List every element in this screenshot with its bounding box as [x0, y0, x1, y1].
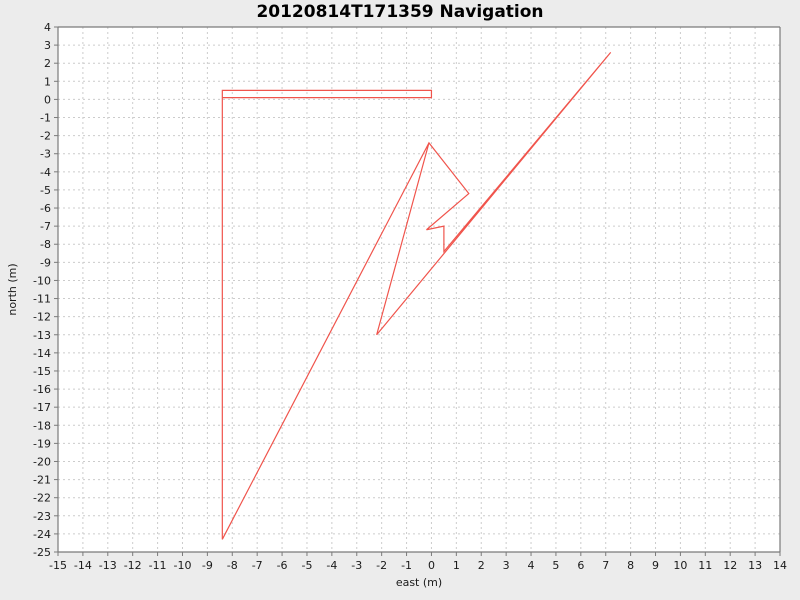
y-tick-label: -9 [40, 256, 51, 269]
y-tick-label: -1 [40, 112, 51, 125]
x-tick-label: -4 [326, 559, 337, 572]
y-tick-label: -2 [40, 130, 51, 143]
y-tick-label: 3 [44, 39, 51, 52]
x-tick-label: 11 [698, 559, 712, 572]
y-tick-label: -20 [33, 455, 51, 468]
x-tick-label: -10 [173, 559, 191, 572]
y-tick-label: 4 [44, 21, 51, 34]
x-tick-label: 4 [528, 559, 535, 572]
x-tick-label: 12 [723, 559, 737, 572]
x-tick-label: -2 [376, 559, 387, 572]
x-axis-title: east (m) [396, 576, 442, 589]
x-tick-label: 0 [428, 559, 435, 572]
y-tick-label: -4 [40, 166, 51, 179]
y-tick-label: -8 [40, 238, 51, 251]
y-tick-label: -18 [33, 419, 51, 432]
y-tick-label: -16 [33, 383, 51, 396]
x-tick-label: 2 [478, 559, 485, 572]
y-tick-label: -25 [33, 546, 51, 559]
y-tick-label: -10 [33, 274, 51, 287]
y-tick-label: -24 [33, 528, 51, 541]
x-tick-label: -13 [99, 559, 117, 572]
tick-marks [54, 26, 781, 556]
grid-lines [58, 27, 780, 552]
trajectory-line [221, 51, 612, 540]
y-tick-label: -7 [40, 220, 51, 233]
x-tick-label: 13 [748, 559, 762, 572]
x-tick-label: -14 [74, 559, 92, 572]
data-series-layer [221, 51, 612, 540]
plot-background [58, 27, 780, 552]
tick-labels: -15 -14 -13 -12 -11 -10 -9 -8 -7 -6 -5 -4 -3 -2 -1 0 1 2 3… [33, 21, 787, 572]
y-tick-label: -15 [33, 365, 51, 378]
y-tick-label: 1 [44, 75, 51, 88]
x-tick-label: -3 [351, 559, 362, 572]
y-tick-label: -6 [40, 202, 51, 215]
x-tick-label: 7 [602, 559, 609, 572]
x-tick-label: -7 [252, 559, 263, 572]
x-tick-label: 9 [652, 559, 659, 572]
y-tick-label: -3 [40, 148, 51, 161]
x-tick-label: -5 [301, 559, 312, 572]
y-tick-label: -5 [40, 184, 51, 197]
y-tick-label: -19 [33, 437, 51, 450]
x-tick-label: 14 [773, 559, 787, 572]
y-tick-label: -21 [33, 474, 51, 487]
x-tick-label: -11 [149, 559, 167, 572]
y-tick-label: -22 [33, 492, 51, 505]
x-tick-label: 10 [673, 559, 687, 572]
y-tick-label: 0 [44, 93, 51, 106]
x-tick-label: -12 [124, 559, 142, 572]
x-tick-label: -8 [227, 559, 238, 572]
y-axis-title: north (m) [6, 263, 19, 315]
y-tick-label: 2 [44, 57, 51, 70]
y-tick-label: -14 [33, 347, 51, 360]
y-tick-label: -13 [33, 329, 51, 342]
axis-frame [57, 26, 781, 553]
x-tick-label: 5 [552, 559, 559, 572]
y-tick-label: -17 [33, 401, 51, 414]
x-tick-label: 3 [503, 559, 510, 572]
x-tick-label: 1 [453, 559, 460, 572]
y-tick-label: -11 [33, 293, 51, 306]
x-tick-label: -9 [202, 559, 213, 572]
page-title: 20120814T171359 Navigation [256, 2, 544, 22]
y-tick-label: -12 [33, 311, 51, 324]
x-tick-label: -15 [49, 559, 67, 572]
y-tick-label: -23 [33, 510, 51, 523]
x-tick-label: -6 [277, 559, 288, 572]
x-tick-label: 8 [627, 559, 634, 572]
x-tick-label: -1 [401, 559, 412, 572]
x-tick-label: 6 [577, 559, 584, 572]
